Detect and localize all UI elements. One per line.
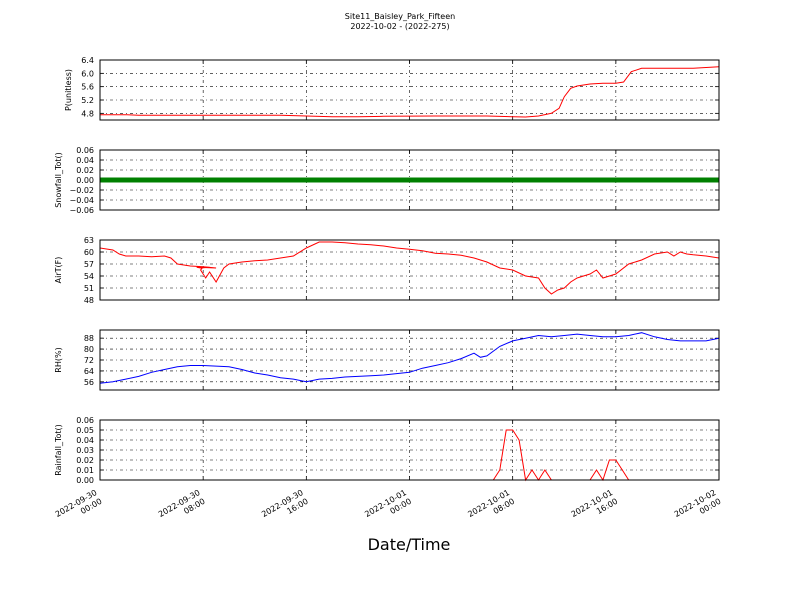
- chart-title: Site11_Baisley_Park_Fifteen: [345, 12, 455, 21]
- y-tick-label: 48: [84, 296, 94, 305]
- y-tick-label: 5.2: [81, 96, 94, 105]
- y-tick-label: 51: [84, 284, 94, 293]
- y-tick-label: 0.06: [76, 146, 94, 155]
- series-line-rainfall: [100, 429, 719, 482]
- y-tick-label: 0.04: [76, 156, 94, 165]
- y-tick-label: 56: [84, 378, 94, 387]
- y-tick-label: 0.03: [76, 446, 94, 455]
- y-tick-label: 88: [84, 334, 94, 343]
- series-line-air-temperature: [99, 241, 720, 295]
- series-line-relative-humidity: [99, 332, 720, 384]
- panel-frame: [99, 419, 720, 481]
- y-axis-label-relative-humidity: RH(%): [54, 347, 63, 372]
- y-tick-label: 0.02: [76, 166, 94, 175]
- chart-subtitle: 2022-10-02 - (2022-275): [350, 22, 449, 31]
- y-axis-label-snowfall: Snowfall_Tot(): [54, 152, 63, 208]
- y-tick-label: 63: [84, 236, 94, 245]
- y-tick-label: 6.0: [81, 69, 94, 78]
- panel-air-temperature: 48 51 54 57 60 63 AirT(F): [54, 236, 720, 305]
- chart-panels: 4.8 5.2 5.6 6.0 6.4 P(unitless) −0.06−0.04−0.0…: [54, 56, 720, 485]
- y-tick-label: 0.04: [76, 436, 94, 445]
- y-tick-label: 0.05: [76, 426, 94, 435]
- y-tick-label: 4.8: [81, 109, 94, 118]
- y-tick-label: 5.6: [81, 83, 94, 92]
- y-tick-label: 0.00: [76, 176, 94, 185]
- panel-rainfall: 0.000.010.020.030.040.050.06 Rainfall_Tot…: [54, 416, 720, 485]
- y-tick-label: −0.06: [69, 206, 94, 215]
- series-line-pressure: [100, 66, 720, 118]
- y-tick-label: 57: [84, 260, 94, 269]
- y-tick-label: 54: [84, 272, 94, 281]
- y-axis-label-rainfall: Rainfall_Tot(): [54, 424, 63, 476]
- y-axis-label-air-temperature: AirT(F): [54, 257, 63, 284]
- y-tick-label: 0.01: [76, 466, 94, 475]
- y-tick-label: 0.06: [76, 416, 94, 425]
- y-axis-label-pressure: P(unitless): [64, 69, 73, 111]
- panel-pressure: 4.8 5.2 5.6 6.0 6.4 P(unitless): [64, 56, 720, 121]
- panel-relative-humidity: 56 64 72 80 88 RH(%): [54, 329, 720, 391]
- y-tick-label: −0.02: [69, 186, 94, 195]
- panel-snowfall: −0.06−0.04−0.020.000.020.040.06 Snowfall_…: [54, 146, 720, 215]
- y-tick-label: 0.00: [76, 476, 94, 485]
- y-tick-label: 6.4: [81, 56, 94, 65]
- y-tick-label: 64: [84, 367, 94, 376]
- panel-frame: [99, 329, 720, 391]
- panel-frame: [99, 149, 720, 211]
- x-axis-label: Date/Time: [368, 535, 451, 554]
- panel-frame: [99, 239, 720, 301]
- y-tick-label: −0.04: [69, 196, 94, 205]
- y-tick-label: 60: [84, 248, 94, 257]
- y-tick-label: 72: [84, 356, 94, 365]
- y-tick-label: 80: [84, 345, 94, 354]
- y-tick-label: 0.02: [76, 456, 94, 465]
- panel-frame: [99, 59, 720, 121]
